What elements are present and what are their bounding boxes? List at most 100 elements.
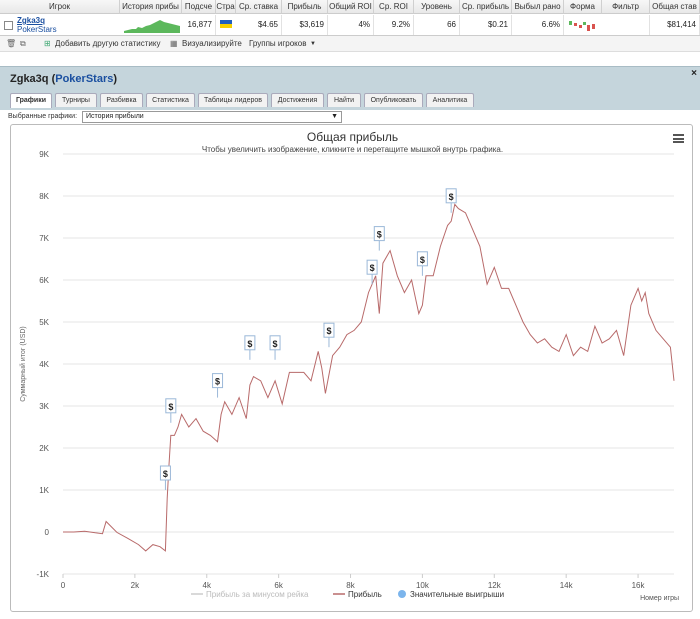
big-win-flag xyxy=(445,188,457,204)
legend-rake-label: Прибыль за минусом рейка xyxy=(206,590,309,599)
panel-title: Zgka3q (PokerStars) xyxy=(10,73,118,85)
big-win-dollar-icon: $ xyxy=(420,255,425,265)
big-win-flag xyxy=(323,322,335,338)
legend-bigwins-label: Значительные выигрыши xyxy=(410,590,504,599)
col-header-form[interactable]: Форма xyxy=(564,0,602,14)
profit-series-line xyxy=(63,203,675,552)
col-header-level[interactable]: Уровень xyxy=(414,0,460,14)
cell-filter xyxy=(602,15,650,35)
big-win-dollar-icon: $ xyxy=(163,469,168,479)
graph-select[interactable]: История прибыли ▼ xyxy=(82,111,342,123)
ukraine-flag-icon xyxy=(220,20,232,28)
y-tick-label: 2K xyxy=(39,444,49,453)
col-header-filter[interactable]: Фильтр xyxy=(602,0,650,14)
big-win-flag xyxy=(416,251,428,267)
y-tick-label: 3K xyxy=(39,402,49,411)
tab-leaderboards[interactable]: Таблицы лидеров xyxy=(198,93,268,107)
player-name-link[interactable]: Zgka3q xyxy=(17,16,46,25)
add-stat-icon[interactable]: ⊞ xyxy=(44,39,51,48)
legend-profit-label: Прибыль xyxy=(348,590,382,599)
big-win-dollar-icon: $ xyxy=(168,402,173,412)
chart-plot: -1K 0 1K 2K 3K 4K 5K 6K 7K 8K 9K 0 2k 4k 6k 8k 10k 12k 14k… xyxy=(19,150,679,602)
col-header-history[interactable]: История прибы xyxy=(120,0,182,14)
big-win-flag xyxy=(159,465,171,481)
tab-statistics[interactable]: Статистика xyxy=(146,93,195,107)
x-tick-label: 16k xyxy=(632,581,646,590)
y-tick-label: 9K xyxy=(39,150,49,159)
col-header-profit[interactable]: Прибыль xyxy=(282,0,328,14)
chevron-down-icon: ▼ xyxy=(331,113,338,120)
col-header-total-roi[interactable]: Общий ROI xyxy=(328,0,374,14)
tab-achievements[interactable]: Достижения xyxy=(271,93,324,107)
tab-tournaments[interactable]: Турниры xyxy=(55,93,97,107)
cell-early-out: 6.6% xyxy=(512,15,564,35)
graph-select-value: История прибыли xyxy=(86,113,144,120)
profit-chart[interactable]: Общая прибыль Чтобы увеличить изображени… xyxy=(10,124,693,612)
x-tick-label: 0 xyxy=(61,581,66,590)
x-tick-label: 10k xyxy=(416,581,430,590)
big-win-dollar-icon: $ xyxy=(273,339,278,349)
tab-analytics[interactable]: Аналитика xyxy=(426,93,474,107)
legend-bigwins-swatch xyxy=(398,590,406,598)
x-tick-label: 6k xyxy=(274,581,283,590)
table-toolbar: 🗑 ⧉ ⊞ Добавить другую статистику ▦ Визуа… xyxy=(0,36,700,52)
cell-avg-roi: 9.2% xyxy=(374,15,414,35)
cell-avg-stake: $4.65 xyxy=(236,15,282,35)
player-panel: Zgka3q (PokerStars) × Графики Турниры Ра… xyxy=(0,66,700,619)
panel-player-name: Zgka3q xyxy=(10,73,49,85)
y-tick-label: 5K xyxy=(39,318,49,327)
chart-title: Общая прибыль xyxy=(306,130,399,144)
y-tick-label: -1K xyxy=(37,570,50,579)
panel-header: Zgka3q (PokerStars) × Графики Турниры Ра… xyxy=(0,66,700,110)
col-header-avg-profit[interactable]: Ср. прибыль xyxy=(460,0,512,14)
y-tick-label: 7K xyxy=(39,234,49,243)
big-win-dollar-icon: $ xyxy=(370,263,375,273)
chart-subtitle: Чтобы увеличить изображение, кликните и … xyxy=(201,145,504,154)
cell-avg-profit: $0.21 xyxy=(460,15,512,35)
panel-site-link[interactable]: PokerStars xyxy=(55,73,114,85)
close-icon[interactable]: × xyxy=(691,68,697,79)
profit-sparkline xyxy=(124,20,180,33)
y-tick-label: 0 xyxy=(45,528,50,537)
visualize-link[interactable]: Визуализируйте xyxy=(182,39,242,48)
big-win-flag xyxy=(165,398,177,414)
tab-graphs[interactable]: Графики xyxy=(10,93,52,108)
big-win-flag xyxy=(373,226,385,242)
x-tick-label: 4k xyxy=(203,581,212,590)
player-site-link[interactable]: PokerStars xyxy=(17,25,57,34)
col-header-early-out[interactable]: Выбыл рано xyxy=(512,0,564,14)
y-tick-label: 8K xyxy=(39,192,49,201)
col-header-avg-stake[interactable]: Ср. ставка xyxy=(236,0,282,14)
selected-graphs-label: Выбранные графики: xyxy=(8,113,78,120)
chart-icon[interactable]: ▦ xyxy=(170,39,178,48)
x-tick-label: 14k xyxy=(560,581,574,590)
player-groups-dropdown[interactable]: Группы игроков xyxy=(249,39,307,48)
big-win-dollar-icon: $ xyxy=(215,377,220,387)
add-stats-link[interactable]: Добавить другую статистику xyxy=(55,39,161,48)
form-bars xyxy=(569,21,595,31)
tab-publish[interactable]: Опубликовать xyxy=(364,93,423,107)
big-win-dollar-icon: $ xyxy=(377,230,382,240)
chevron-down-icon: ▼ xyxy=(310,41,316,47)
row-checkbox[interactable] xyxy=(4,21,13,30)
hamburger-menu-icon[interactable] xyxy=(673,134,684,143)
big-win-flag xyxy=(269,335,281,351)
col-header-avg-roi[interactable]: Ср. ROI xyxy=(374,0,414,14)
x-tick-label: 8k xyxy=(346,581,355,590)
tab-find[interactable]: Найти xyxy=(327,93,361,107)
big-win-flag xyxy=(366,259,378,275)
x-tick-label: 12k xyxy=(488,581,502,590)
cell-total-stake: $81,414 xyxy=(650,15,700,35)
col-header-player[interactable]: Игрок xyxy=(0,0,120,14)
cell-profit: $3,619 xyxy=(282,15,328,35)
col-header-count[interactable]: Подсче xyxy=(182,0,216,14)
copy-icon[interactable]: ⧉ xyxy=(20,39,26,48)
tab-breakdown[interactable]: Разбивка xyxy=(100,93,143,107)
col-header-total-stake[interactable]: Общая став xyxy=(650,0,700,14)
col-header-country[interactable]: Стра xyxy=(216,0,236,14)
big-win-dollar-icon: $ xyxy=(326,326,331,336)
big-win-dollar-icon: $ xyxy=(449,192,454,202)
cell-count: 16,877 xyxy=(182,15,216,35)
cell-level: 66 xyxy=(414,15,460,35)
trash-icon[interactable]: 🗑 xyxy=(6,39,17,48)
